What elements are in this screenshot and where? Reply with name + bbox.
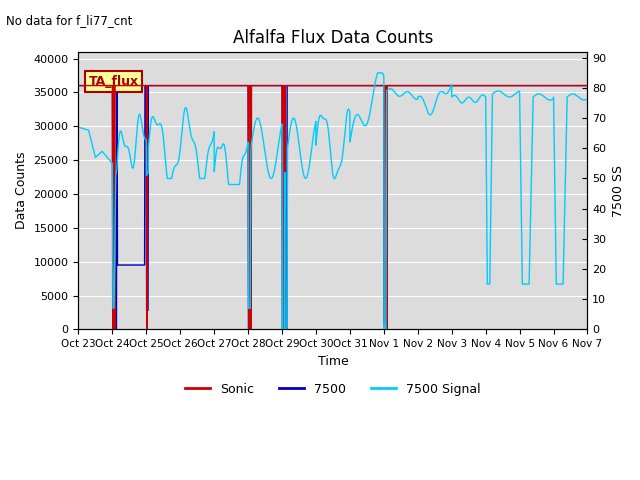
Y-axis label: Data Counts: Data Counts [15, 152, 28, 229]
Y-axis label: 7500 SS: 7500 SS [612, 165, 625, 216]
Text: TA_flux: TA_flux [88, 75, 139, 88]
Legend: Sonic, 7500, 7500 Signal: Sonic, 7500, 7500 Signal [180, 378, 486, 401]
Text: No data for f_li77_cnt: No data for f_li77_cnt [6, 14, 132, 27]
Title: Alfalfa Flux Data Counts: Alfalfa Flux Data Counts [233, 29, 433, 48]
X-axis label: Time: Time [317, 355, 348, 368]
